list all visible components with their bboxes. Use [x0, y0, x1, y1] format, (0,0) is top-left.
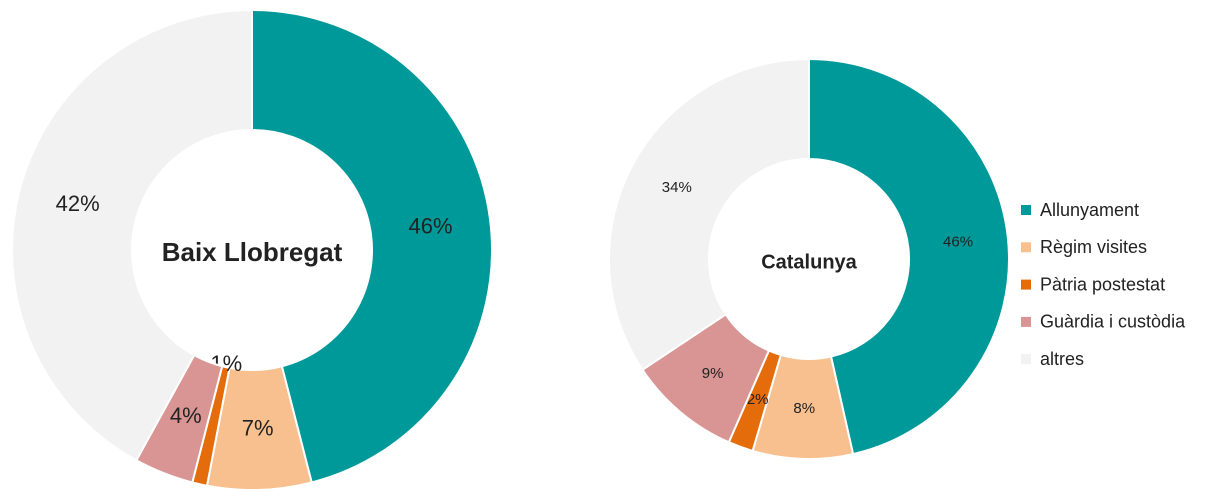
legend-label: Pàtria postestat — [1040, 274, 1165, 294]
slice — [11, 8, 253, 462]
slice — [608, 57, 810, 372]
chart-title: Baix Llobregat — [162, 237, 343, 267]
legend-swatch — [1021, 279, 1031, 290]
slice — [251, 8, 493, 484]
legend-swatch — [1021, 316, 1031, 327]
legend-label: Allunyament — [1040, 200, 1139, 220]
legend-label: Règim visites — [1040, 237, 1147, 257]
data-label: 46% — [409, 213, 453, 238]
legend-swatch — [1021, 354, 1031, 365]
data-label: 34% — [662, 179, 692, 196]
legend-swatch — [1021, 205, 1031, 215]
data-label: 2% — [747, 391, 769, 408]
data-label: 8% — [793, 400, 815, 417]
data-label: 4% — [170, 403, 202, 428]
chart-title: Catalunya — [761, 251, 857, 273]
data-label: 7% — [242, 416, 274, 441]
legend-swatch — [1021, 242, 1031, 253]
data-label: 46% — [943, 233, 973, 250]
slice — [808, 57, 1010, 456]
data-label: 42% — [56, 191, 100, 216]
data-label: 9% — [702, 365, 724, 382]
legend-label: altres — [1040, 349, 1084, 369]
legend-label: Guàrdia i custòdia — [1040, 312, 1186, 332]
